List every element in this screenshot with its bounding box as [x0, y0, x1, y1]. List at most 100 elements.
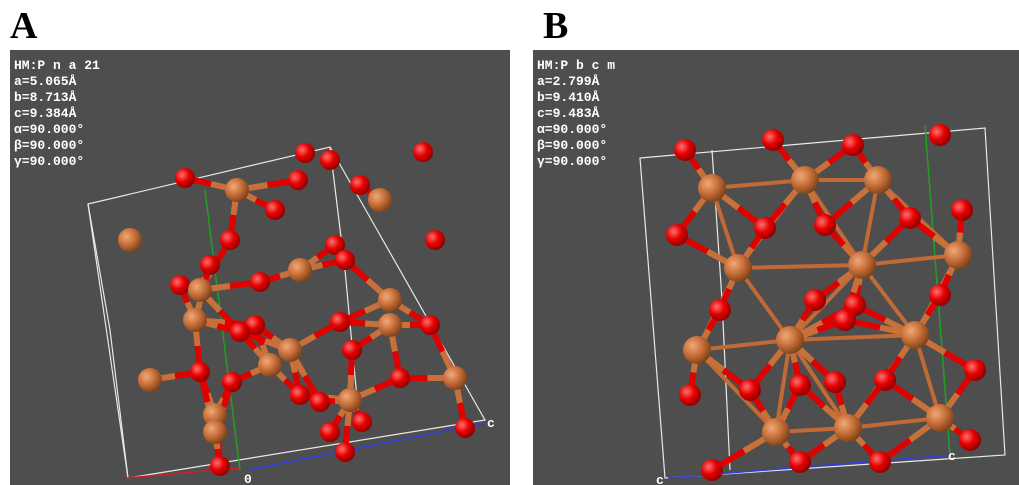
copper-atom: [834, 414, 862, 442]
oxygen-atom: [874, 369, 896, 391]
copper-atom: [443, 366, 467, 390]
oxygen-atom: [420, 315, 440, 335]
bond: [696, 338, 791, 352]
viewer-b: [533, 50, 1019, 485]
info-line: b=8.713Å: [14, 90, 77, 105]
oxygen-atom: [674, 139, 696, 161]
copper-atom: [203, 420, 227, 444]
info-line: β=90.000°: [14, 138, 84, 153]
bond: [789, 333, 916, 342]
info-b: HM:P b c m a=2.799Å b=9.410Å c=9.483Å α=…: [537, 58, 615, 169]
oxygen-atom: [335, 442, 355, 462]
oxygen-atom: [175, 168, 195, 188]
oxygen-atom: [842, 134, 864, 156]
cell-edge: [639, 127, 1006, 479]
info-line: β=90.000°: [537, 138, 607, 153]
oxygen-atom: [200, 255, 220, 275]
bond: [710, 187, 740, 269]
bond: [774, 339, 792, 433]
bond: [860, 263, 917, 337]
bond: [737, 263, 863, 270]
oxygen-atom: [350, 175, 370, 195]
copper-atom: [864, 166, 892, 194]
oxygen-atom: [899, 207, 921, 229]
oxygen-atom: [789, 374, 811, 396]
axis-label: 0: [244, 472, 252, 485]
copper-atom: [278, 338, 302, 362]
info-line: a=5.065Å: [14, 74, 77, 89]
oxygen-atom: [739, 379, 761, 401]
oxygen-atom: [679, 384, 701, 406]
copper-atom: [338, 388, 362, 412]
oxygen-atom: [190, 362, 210, 382]
oxygen-atom: [762, 129, 784, 151]
cell-edge: [87, 203, 129, 479]
axis-label: c: [656, 473, 664, 485]
copper-atom: [944, 241, 972, 269]
copper-atom: [926, 404, 954, 432]
oxygen-atom: [330, 312, 350, 332]
axis-c: [247, 422, 486, 471]
oxygen-atom: [964, 359, 986, 381]
copper-atom: [698, 174, 726, 202]
copper-atom: [724, 254, 752, 282]
oxygen-atom: [709, 299, 731, 321]
oxygen-atom: [929, 284, 951, 306]
oxygen-atom: [869, 451, 891, 473]
oxygen-atom: [250, 272, 270, 292]
oxygen-atom: [310, 392, 330, 412]
info-line: c=9.384Å: [14, 106, 77, 121]
copper-atom: [225, 178, 249, 202]
oxygen-atom: [230, 322, 250, 342]
oxygen-atom: [754, 217, 776, 239]
oxygen-atom: [290, 385, 310, 405]
bond: [711, 178, 806, 190]
info-a: HM:P n a 21 a=5.065Å b=8.713Å c=9.384Å α…: [14, 58, 100, 169]
oxygen-atom: [220, 230, 240, 250]
copper-atom: [901, 321, 929, 349]
info-line: γ=90.000°: [14, 154, 84, 169]
copper-atom: [118, 228, 142, 252]
info-line: c=9.483Å: [537, 106, 600, 121]
oxygen-atom: [929, 124, 951, 146]
info-line: HM:P n a 21: [14, 58, 100, 73]
oxygen-atom: [210, 456, 230, 476]
oxygen-atom: [789, 451, 811, 473]
copper-atom: [258, 353, 282, 377]
oxygen-atom: [320, 150, 340, 170]
copper-atom: [203, 403, 227, 427]
panel-label: A: [10, 5, 38, 47]
oxygen-atom: [325, 235, 345, 255]
oxygen-atom: [335, 250, 355, 270]
oxygen-atom: [701, 459, 723, 481]
copper-atom: [683, 336, 711, 364]
axis-label: c: [948, 449, 956, 464]
bond: [860, 179, 880, 266]
copper-atom: [368, 188, 392, 212]
copper-atom: [848, 251, 876, 279]
info-line: γ=90.000°: [537, 154, 607, 169]
viewer-a: [10, 50, 510, 485]
oxygen-atom: [959, 429, 981, 451]
panel-label: B: [543, 5, 568, 47]
oxygen-atom: [265, 200, 285, 220]
copper-atom: [183, 308, 207, 332]
bond: [736, 266, 792, 342]
oxygen-atom: [390, 368, 410, 388]
bond: [788, 338, 850, 430]
info-line: b=9.410Å: [537, 90, 600, 105]
oxygen-atom: [288, 170, 308, 190]
bond: [861, 253, 959, 267]
oxygen-atom: [425, 230, 445, 250]
bond: [913, 334, 942, 419]
bond: [847, 416, 941, 430]
viewer-background: [10, 50, 510, 485]
copper-atom: [762, 418, 790, 446]
copper-atom: [288, 258, 312, 282]
axis-label: c: [487, 416, 495, 431]
oxygen-atom: [951, 199, 973, 221]
oxygen-atom: [814, 214, 836, 236]
oxygen-atom: [824, 371, 846, 393]
info-line: α=90.000°: [537, 122, 607, 137]
